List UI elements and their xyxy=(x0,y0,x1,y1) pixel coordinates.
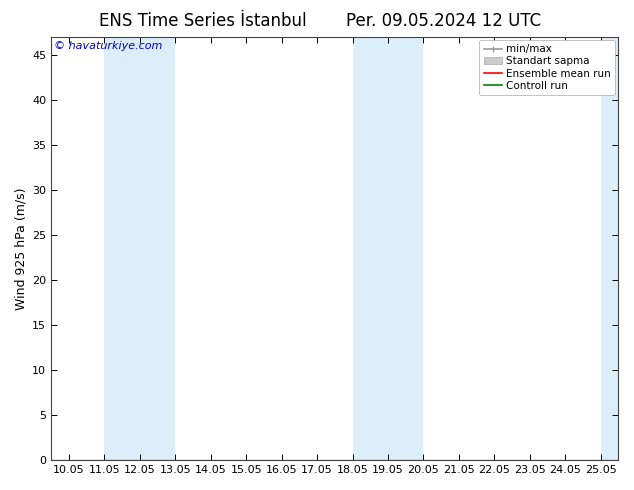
Bar xyxy=(105,37,175,460)
Text: ENS Time Series İstanbul: ENS Time Series İstanbul xyxy=(99,12,307,30)
Bar xyxy=(601,37,634,460)
Legend: min/max, Standart sapma, Ensemble mean run, Controll run: min/max, Standart sapma, Ensemble mean r… xyxy=(479,40,616,95)
Text: © havaturkiye.com: © havaturkiye.com xyxy=(54,41,162,51)
Y-axis label: Wind 925 hPa (m/s): Wind 925 hPa (m/s) xyxy=(15,187,28,310)
Text: Per. 09.05.2024 12 UTC: Per. 09.05.2024 12 UTC xyxy=(346,12,541,30)
Bar xyxy=(353,37,424,460)
